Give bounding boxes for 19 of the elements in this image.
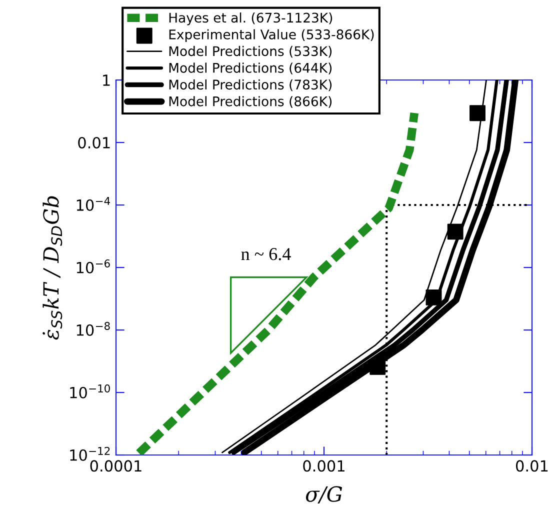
legend-label: Model Predictions (783K): [169, 79, 332, 92]
x-tick-label: 0.001: [303, 460, 344, 472]
y-axis-title: ε̇$_{SS}$kT / D$_{SD}$Gb: [42, 196, 62, 340]
x-axis-title: σ/G: [306, 486, 342, 504]
y-tick-label: 10$^{−6}$: [76, 259, 110, 274]
y-tick-label: 10$^{−8}$: [76, 322, 110, 336]
y-tick-label: 10$^{−10}$: [70, 384, 110, 398]
x-tick-label: 0.01: [516, 460, 548, 472]
x-tick-label: 0.0001: [90, 460, 142, 472]
y-tick-label: 10$^{−4}$: [76, 197, 110, 211]
legend-label: Experimental Value (533-866K): [169, 29, 374, 42]
annotation: n ~ 6.4: [241, 248, 291, 260]
y-tick-label: 10$^{−12}$: [70, 446, 110, 461]
legend-label: Hayes et al. (673-1123K): [169, 12, 332, 26]
legend-label: Model Predictions (866K): [169, 96, 332, 108]
legend-label: Model Predictions (533K): [169, 46, 332, 58]
legend-label: Model Predictions (644K): [169, 62, 332, 74]
y-tick-label: 1: [103, 74, 110, 86]
y-tick-label: 0.01: [78, 136, 110, 149]
